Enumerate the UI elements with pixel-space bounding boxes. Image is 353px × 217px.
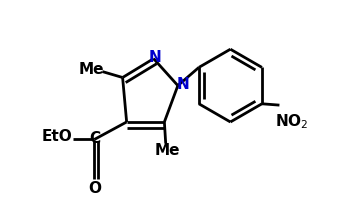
Text: Me: Me (79, 62, 104, 77)
Text: N: N (176, 77, 189, 92)
Text: O: O (88, 181, 101, 196)
Text: EtO: EtO (41, 129, 72, 144)
Text: N: N (148, 50, 161, 65)
Text: C: C (89, 132, 100, 146)
Text: NO$_2$: NO$_2$ (275, 113, 309, 131)
Text: Me: Me (154, 143, 180, 158)
